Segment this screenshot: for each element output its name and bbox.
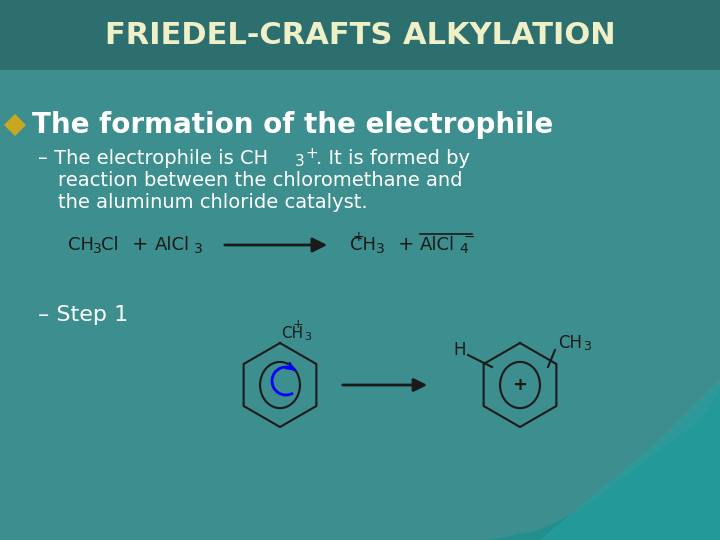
Text: +: + xyxy=(305,145,318,160)
Text: FRIEDEL-CRAFTS ALKYLATION: FRIEDEL-CRAFTS ALKYLATION xyxy=(104,21,616,50)
Polygon shape xyxy=(490,390,720,540)
Text: +: + xyxy=(353,230,364,244)
Text: H: H xyxy=(454,341,467,359)
Text: +: + xyxy=(513,376,528,394)
Text: reaction between the chloromethane and: reaction between the chloromethane and xyxy=(58,171,462,190)
Text: CH: CH xyxy=(558,334,582,352)
Text: 3: 3 xyxy=(93,242,102,256)
Text: +: + xyxy=(132,235,148,254)
Text: 3: 3 xyxy=(583,340,591,353)
Text: 4: 4 xyxy=(459,242,468,256)
Text: −: − xyxy=(464,230,476,244)
Text: AlCl: AlCl xyxy=(155,236,190,254)
Text: the aluminum chloride catalyst.: the aluminum chloride catalyst. xyxy=(58,192,368,212)
Polygon shape xyxy=(540,380,720,540)
Text: 3: 3 xyxy=(194,242,203,256)
Text: CH: CH xyxy=(281,327,303,341)
Text: – The electrophile is CH: – The electrophile is CH xyxy=(38,148,268,167)
Polygon shape xyxy=(0,0,720,70)
Text: +: + xyxy=(293,319,303,332)
Text: CH: CH xyxy=(350,236,376,254)
Text: 3: 3 xyxy=(305,332,312,342)
Text: Cl: Cl xyxy=(101,236,119,254)
Text: 3: 3 xyxy=(376,242,384,256)
Text: The formation of the electrophile: The formation of the electrophile xyxy=(32,111,553,139)
Text: 3: 3 xyxy=(295,153,305,168)
Text: +: + xyxy=(398,235,415,254)
Text: – Step 1: – Step 1 xyxy=(38,305,128,325)
Text: AlCl: AlCl xyxy=(420,236,455,254)
Text: CH: CH xyxy=(68,236,94,254)
Polygon shape xyxy=(4,114,26,136)
Text: . It is formed by: . It is formed by xyxy=(316,148,470,167)
